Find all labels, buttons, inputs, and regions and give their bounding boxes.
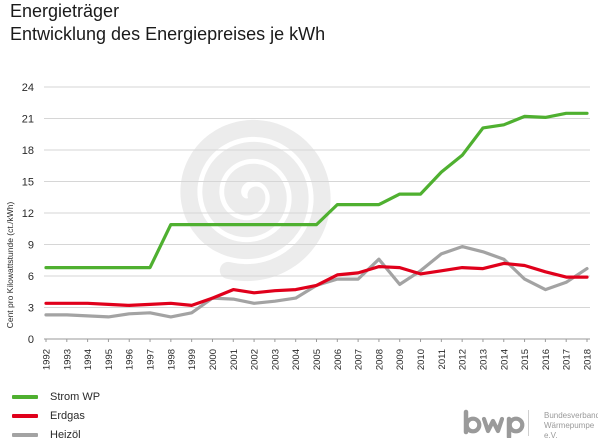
series-line-strom-wp [44, 111, 589, 270]
legend-label-strom-wp: Strom WP [50, 390, 101, 403]
x-tick-label: 1992 [42, 349, 53, 370]
x-tick-label: 1998 [166, 349, 177, 370]
legend: Strom WP Erdgas Heizöl [12, 388, 100, 445]
y-tick-label: 21 [22, 114, 34, 126]
x-tick-label: 2017 [562, 349, 573, 370]
x-tick-label: 1999 [187, 349, 198, 370]
x-tick-label: 2018 [583, 349, 594, 370]
x-tick-label: 2007 [354, 349, 365, 370]
x-tick-label: 2005 [312, 349, 323, 370]
logo-line-2: Wärmepumpe e.V. [544, 421, 595, 440]
legend-label-heizoel: Heizöl [50, 428, 81, 441]
x-tick-label: 2015 [520, 349, 531, 370]
x-tick-label: 2004 [291, 349, 302, 370]
x-tick-label: 2008 [374, 349, 385, 370]
logo-line-1: Bundesverband [544, 411, 598, 420]
x-tick-label: 1996 [125, 349, 136, 370]
legend-swatch-erdgas [12, 413, 38, 418]
y-tick-label: 12 [22, 208, 34, 220]
x-tick-label: 2009 [395, 349, 406, 370]
bwp-logo-text: Bundesverband Wärmepumpe e.V. [544, 411, 598, 441]
x-axis-tick-labels: 1992 1993 1994 1995 1996 1997 1998 1999 2000 2001… [42, 339, 594, 370]
x-tick-label: 2003 [270, 349, 281, 370]
y-tick-label: 0 [28, 334, 34, 346]
x-tick-label: 2014 [499, 349, 510, 370]
chart-title: Energieträger [10, 1, 120, 21]
bwp-logo: Bundesverband Wärmepumpe e.V. [460, 408, 598, 441]
chart-subtitle: Entwicklung des Energiepreises je kWh [10, 24, 326, 44]
x-tick-label: 2002 [250, 349, 261, 370]
chart-grid [44, 86, 590, 340]
x-tick-label: 2013 [478, 349, 489, 370]
spiral-icon [180, 119, 331, 282]
x-tick-label: 2011 [437, 349, 448, 369]
x-tick-label: 1997 [146, 349, 157, 370]
y-tick-label: 9 [28, 240, 34, 252]
x-tick-label: 2001 [229, 349, 240, 370]
legend-item-strom-wp: Strom WP [12, 388, 100, 405]
x-tick-label: 2016 [541, 349, 552, 370]
y-tick-label: 18 [22, 145, 34, 157]
x-tick-label: 1995 [104, 349, 115, 370]
y-axis-tick-labels: 0 3 6 9 12 15 18 21 24 [22, 82, 34, 346]
y-tick-label: 6 [28, 271, 34, 283]
legend-swatch-strom-wp [12, 394, 38, 399]
x-tick-label: 1993 [62, 349, 73, 370]
x-tick-label: 1994 [83, 349, 94, 370]
x-tick-label: 2012 [458, 349, 469, 370]
y-axis-label: Cent pro Kilowattstunde (ct./kWh) [5, 202, 15, 329]
legend-item-heizoel: Heizöl [12, 426, 100, 443]
x-tick-label: 2010 [416, 349, 427, 370]
y-tick-label: 3 [28, 303, 34, 315]
legend-label-erdgas: Erdgas [50, 409, 85, 422]
y-tick-label: 24 [22, 82, 34, 94]
x-tick-label: 2000 [208, 349, 219, 370]
y-tick-label: 15 [22, 177, 34, 189]
x-tick-label: 2006 [333, 349, 344, 370]
series-line-erdgas [44, 261, 589, 307]
chart-series [44, 111, 589, 319]
legend-item-erdgas: Erdgas [12, 407, 100, 424]
legend-swatch-heizoel [12, 432, 38, 437]
bwp-logo-mark [463, 409, 529, 438]
